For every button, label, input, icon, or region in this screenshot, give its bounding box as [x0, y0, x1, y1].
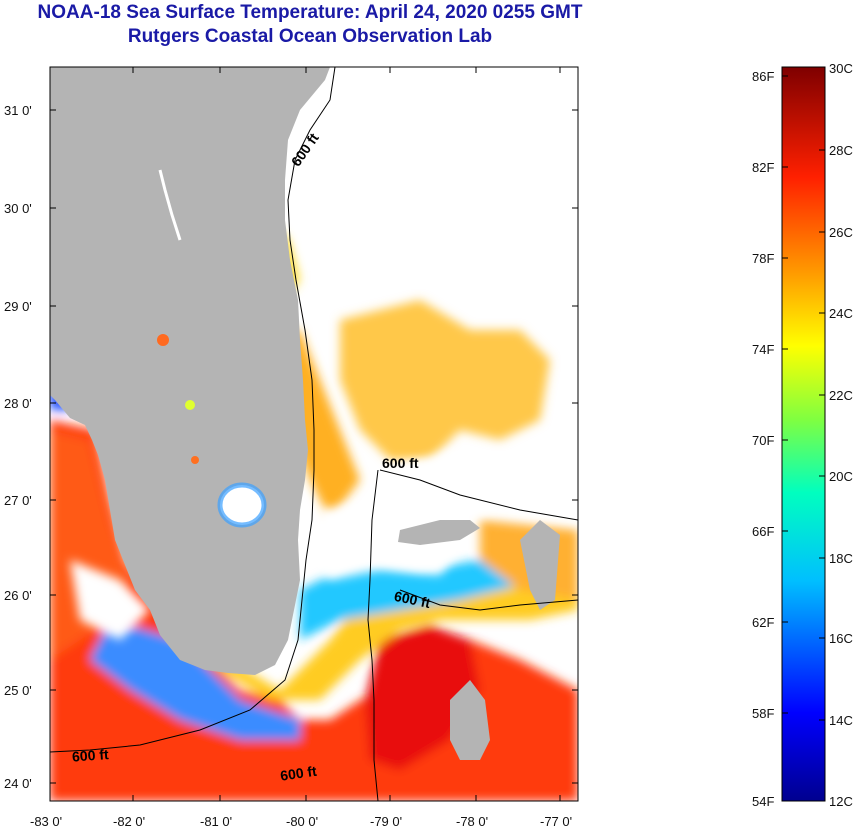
lake-okeechobee — [220, 485, 264, 525]
colorbar-c-label: 20C — [829, 469, 853, 484]
contour-label: 600 ft — [279, 763, 318, 784]
colorbar-c-label: 28C — [829, 143, 853, 158]
nature-coast-detail — [158, 169, 182, 241]
lat-label: 27 0' — [4, 493, 32, 508]
isobath-south — [399, 589, 578, 611]
lon-label: -78 0' — [456, 814, 489, 829]
land — [50, 67, 560, 760]
lon-label: -79 0' — [370, 814, 403, 829]
colorbar-c-label: 14C — [829, 713, 853, 728]
cloud-mid — [380, 440, 578, 520]
lat-tick-marks — [50, 109, 578, 784]
colorbar-ticks — [782, 75, 825, 721]
abaco-island — [520, 520, 560, 610]
lon-label: -81 0' — [200, 814, 233, 829]
cool-band-south — [90, 620, 300, 740]
colorbar-f-label: 54F — [752, 794, 775, 809]
lat-label: 24 0' — [4, 776, 32, 791]
map-title: NOAA-18 Sea Surface Temperature: April 2… — [37, 2, 583, 23]
lon-label: -77 0' — [540, 814, 573, 829]
lon-label: -83 0' — [30, 814, 63, 829]
lon-label: -82 0' — [113, 814, 146, 829]
colorbar-f-label: 86F — [752, 69, 775, 84]
lat-label: 29 0' — [4, 299, 32, 314]
inland-patch — [191, 456, 199, 464]
offshore-patches — [340, 300, 550, 460]
andros-island — [450, 680, 490, 760]
inland-patch — [185, 400, 195, 410]
colorbar-f-label: 78F — [752, 251, 775, 266]
lake-okeechobee-edge — [217, 482, 267, 528]
lat-label: 25 0' — [4, 683, 32, 698]
contour-label: 600 ft — [382, 455, 419, 471]
colorbar-c-label: 18C — [829, 551, 853, 566]
map-border — [49, 66, 579, 802]
lat-label: 26 0' — [4, 588, 32, 603]
isobath-east — [50, 67, 336, 753]
colorbar-f-label: 66F — [752, 524, 775, 539]
lon-tick-marks — [49, 67, 561, 801]
colorbar-f-label: 62F — [752, 615, 775, 630]
colorbar-c-label: 24C — [829, 306, 853, 321]
lon-label: -80 0' — [286, 814, 319, 829]
colorbar-c-label: 30C — [829, 61, 853, 76]
sst-field — [50, 67, 578, 801]
contour-label: 600 ft — [71, 746, 109, 765]
colorbar-f-label: 82F — [752, 160, 775, 175]
isobath-little-bahama — [379, 469, 578, 521]
colorbar-c-label: 22C — [829, 388, 853, 403]
cloud-gulf — [70, 560, 150, 640]
lat-label: 31 0' — [4, 103, 32, 118]
isobath-contours — [50, 67, 578, 801]
colorbar-f-label: 58F — [752, 706, 775, 721]
colorbar-c-label: 16C — [829, 631, 853, 646]
inland-patch — [157, 334, 169, 346]
colorbar-f-label: 70F — [752, 433, 775, 448]
florida-peninsula — [50, 67, 330, 675]
isobath-bahamas — [367, 469, 379, 801]
colorbar-c-label: 26C — [829, 225, 853, 240]
lat-label: 30 0' — [4, 201, 32, 216]
grand-bahama — [398, 520, 480, 545]
map-subtitle: Rutgers Coastal Ocean Observation Lab — [127, 26, 493, 47]
colorbar — [781, 66, 826, 802]
lat-label: 28 0' — [4, 396, 32, 411]
cloud-central — [310, 500, 460, 580]
contour-label: 600 ft — [393, 588, 432, 611]
colorbar-c-label: 12C — [829, 794, 853, 809]
colorbar-f-label: 74F — [752, 342, 775, 357]
